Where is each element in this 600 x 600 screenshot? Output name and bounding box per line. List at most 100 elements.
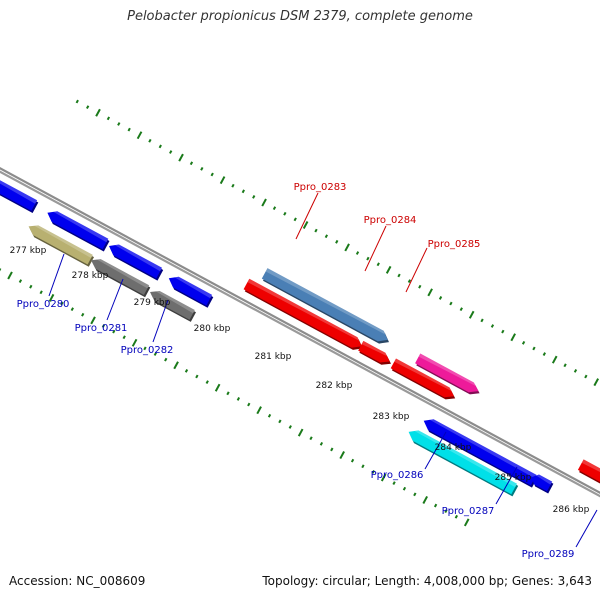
tick-mark <box>593 378 600 387</box>
leader-line <box>575 509 598 548</box>
map-title: Pelobacter propionicus DSM 2379, complet… <box>127 9 473 24</box>
gene-feature <box>243 278 363 350</box>
tick-mark <box>214 383 221 392</box>
tick-mark <box>444 509 448 514</box>
tick-mark <box>563 363 567 368</box>
gene-labels: Ppro_0280 Ppro_0281 Ppro_0282 Ppro_0283 Ppro… <box>17 182 575 560</box>
tick-label: 285 kbp <box>495 473 532 483</box>
tick-mark <box>7 271 13 280</box>
gene-highlight <box>581 459 600 473</box>
tick-mark <box>95 108 101 117</box>
tick-mark <box>117 122 121 126</box>
tick-mark <box>532 346 536 351</box>
gene-features <box>0 180 600 497</box>
gene-highlight <box>174 276 213 299</box>
leader-line <box>424 431 447 470</box>
gene-body <box>577 459 600 482</box>
tick-mark <box>402 486 407 491</box>
tick-mark <box>231 183 235 188</box>
tick-mark <box>490 324 495 328</box>
tick-mark <box>261 198 267 207</box>
tick-mark <box>459 307 463 312</box>
tick-mark <box>143 346 147 351</box>
gene-highlight <box>265 268 386 335</box>
tick-mark <box>210 172 214 177</box>
tick-mark <box>422 495 428 504</box>
gene-highlight <box>536 474 553 485</box>
tick-label: 280 kbp <box>194 324 231 334</box>
tick-mark <box>324 234 329 239</box>
gene-ppro-0287 <box>532 474 554 494</box>
tick-mark <box>39 290 43 295</box>
gene-label-ppro-0284: Ppro_0284 <box>364 215 417 226</box>
tick-mark <box>319 441 324 446</box>
gene-highlight <box>418 353 476 386</box>
tick-mark <box>314 228 318 233</box>
tick-mark <box>18 279 23 283</box>
gene-body <box>261 268 388 342</box>
tick-mark <box>344 243 350 252</box>
gene-feature <box>0 180 39 213</box>
tick-label: 283 kbp <box>373 412 410 422</box>
inner-tick-marks <box>0 268 470 527</box>
gene-ppro-0281 <box>91 259 151 298</box>
gene-label-ppro-0281: Ppro_0281 <box>75 323 128 334</box>
gene-ppro-0284 <box>415 353 480 395</box>
tick-mark <box>584 374 588 379</box>
tick-mark <box>521 340 526 345</box>
tick-mark <box>480 318 484 323</box>
gene-body <box>0 180 38 211</box>
tick-mark <box>226 391 230 396</box>
outer-tick-marks <box>75 99 600 387</box>
gene-feature <box>109 244 164 281</box>
tick-mark <box>350 458 355 463</box>
gene-body <box>91 259 150 295</box>
gene-highlight <box>414 430 517 488</box>
tick-mark <box>418 284 422 289</box>
tick-mark <box>122 335 126 340</box>
tick-mark <box>339 451 345 460</box>
gene-body <box>358 340 390 363</box>
gene-highlight <box>0 180 38 204</box>
tick-mark <box>29 284 33 289</box>
tick-mark <box>463 518 470 527</box>
tick-mark <box>438 296 443 300</box>
leader-line <box>48 253 65 297</box>
gene-label-ppro-0286: Ppro_0286 <box>371 470 424 481</box>
tick-mark <box>81 312 85 317</box>
gene-highlight <box>96 259 150 289</box>
tick-label: 281 kbp <box>255 352 292 362</box>
tick-mark <box>293 217 297 222</box>
tick-mark <box>283 211 287 216</box>
tick-mark <box>385 265 392 274</box>
label-leader-lines <box>48 192 598 548</box>
gene-highlight <box>429 419 537 479</box>
tick-mark <box>355 251 360 255</box>
gene-body <box>109 244 162 279</box>
tick-mark <box>501 329 505 334</box>
tick-mark <box>288 425 292 429</box>
tick-labels: 277 kbp 278 kbp 279 kbp 280 kbp 281 kbp 282 k… <box>10 246 590 515</box>
tick-mark <box>205 380 209 384</box>
tick-mark <box>413 492 417 497</box>
tick-mark <box>75 99 79 104</box>
leader-line <box>364 225 387 272</box>
tick-mark <box>131 338 138 347</box>
gene-label-ppro-0282: Ppro_0282 <box>121 345 174 356</box>
gene-body <box>390 358 454 398</box>
tick-mark <box>468 310 475 319</box>
accession-text: Accession: NC_008609 <box>9 574 146 588</box>
leader-line <box>106 278 124 321</box>
tick-mark <box>106 116 111 121</box>
gene-highlight <box>34 225 93 258</box>
tick-label: 278 kbp <box>72 271 109 281</box>
gene-body <box>415 353 479 393</box>
tick-mark <box>195 374 199 379</box>
tick-mark <box>136 131 143 140</box>
tick-label: 279 kbp <box>134 298 171 308</box>
gene-highlight <box>155 291 195 314</box>
tick-mark <box>371 470 375 474</box>
tick-mark <box>392 481 396 485</box>
gene-body <box>423 419 537 486</box>
